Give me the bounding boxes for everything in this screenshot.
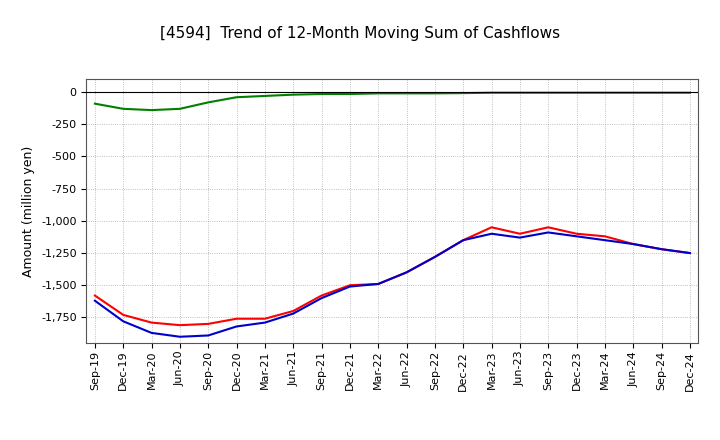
Line: Free Cashflow: Free Cashflow (95, 232, 690, 337)
Free Cashflow (685, 250, 694, 256)
Operating Cashflow (176, 323, 184, 328)
Investing Cashflow (289, 92, 297, 97)
Operating Cashflow (657, 246, 666, 252)
Investing Cashflow (431, 91, 439, 96)
Investing Cashflow (600, 90, 609, 95)
Free Cashflow (318, 296, 326, 301)
Operating Cashflow (148, 320, 156, 325)
Operating Cashflow (685, 250, 694, 256)
Investing Cashflow (544, 90, 552, 95)
Investing Cashflow (176, 106, 184, 111)
Free Cashflow (374, 281, 382, 286)
Free Cashflow (600, 238, 609, 243)
Operating Cashflow (233, 316, 241, 321)
Investing Cashflow (459, 91, 467, 96)
Operating Cashflow (261, 316, 269, 321)
Operating Cashflow (402, 270, 411, 275)
Investing Cashflow (318, 92, 326, 97)
Investing Cashflow (261, 93, 269, 99)
Operating Cashflow (459, 238, 467, 243)
Free Cashflow (657, 246, 666, 252)
Free Cashflow (431, 254, 439, 260)
Operating Cashflow (572, 231, 581, 236)
Free Cashflow (487, 231, 496, 236)
Free Cashflow (572, 234, 581, 239)
Operating Cashflow (289, 308, 297, 314)
Free Cashflow (544, 230, 552, 235)
Operating Cashflow (119, 312, 127, 318)
Line: Investing Cashflow: Investing Cashflow (95, 93, 690, 110)
Operating Cashflow (374, 281, 382, 286)
Free Cashflow (289, 311, 297, 316)
Operating Cashflow (600, 234, 609, 239)
Operating Cashflow (487, 225, 496, 230)
Free Cashflow (629, 242, 637, 247)
Investing Cashflow (657, 90, 666, 95)
Investing Cashflow (233, 95, 241, 100)
Investing Cashflow (346, 92, 354, 97)
Investing Cashflow (119, 106, 127, 111)
Investing Cashflow (487, 90, 496, 95)
Free Cashflow (91, 298, 99, 303)
Text: [4594]  Trend of 12-Month Moving Sum of Cashflows: [4594] Trend of 12-Month Moving Sum of C… (160, 26, 560, 41)
Operating Cashflow (204, 321, 212, 326)
Investing Cashflow (204, 100, 212, 105)
Line: Operating Cashflow: Operating Cashflow (95, 227, 690, 325)
Free Cashflow (148, 330, 156, 336)
Operating Cashflow (346, 282, 354, 288)
Investing Cashflow (516, 90, 524, 95)
Free Cashflow (233, 324, 241, 329)
Free Cashflow (119, 319, 127, 324)
Operating Cashflow (91, 293, 99, 298)
Investing Cashflow (374, 91, 382, 96)
Investing Cashflow (685, 90, 694, 95)
Investing Cashflow (148, 107, 156, 113)
Operating Cashflow (516, 231, 524, 236)
Free Cashflow (402, 270, 411, 275)
Investing Cashflow (91, 101, 99, 106)
Free Cashflow (176, 334, 184, 339)
Y-axis label: Amount (million yen): Amount (million yen) (22, 146, 35, 277)
Operating Cashflow (544, 225, 552, 230)
Operating Cashflow (318, 293, 326, 298)
Free Cashflow (261, 320, 269, 325)
Free Cashflow (204, 333, 212, 338)
Investing Cashflow (402, 91, 411, 96)
Operating Cashflow (431, 254, 439, 260)
Investing Cashflow (572, 90, 581, 95)
Operating Cashflow (629, 242, 637, 247)
Free Cashflow (346, 284, 354, 289)
Free Cashflow (516, 235, 524, 240)
Investing Cashflow (629, 90, 637, 95)
Free Cashflow (459, 238, 467, 243)
